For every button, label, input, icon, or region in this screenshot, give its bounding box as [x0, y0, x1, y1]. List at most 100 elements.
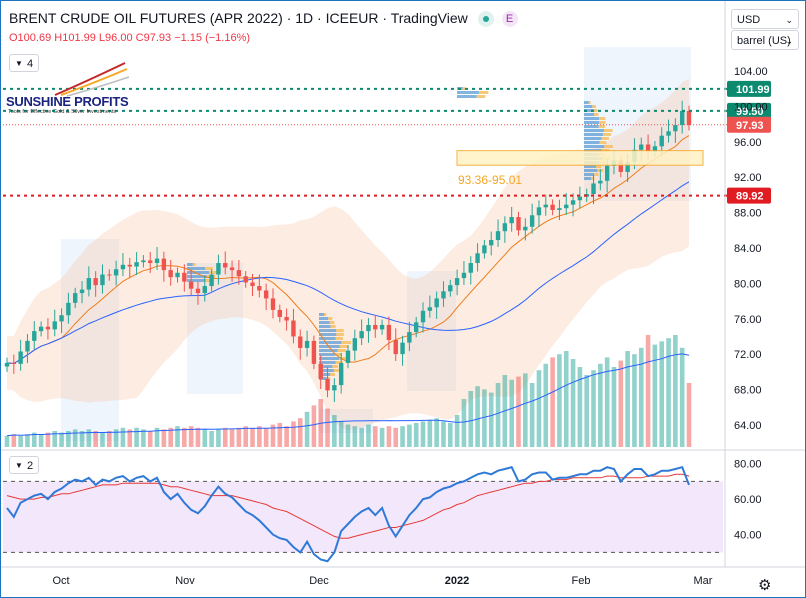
candle-body: [366, 324, 371, 332]
candle: [79, 281, 85, 304]
volume-bar: [209, 431, 214, 447]
candle-body: [318, 363, 323, 379]
volume-bar: [141, 429, 146, 447]
volume-profile-row: [584, 133, 604, 136]
candle: [154, 246, 160, 270]
volume-bar: [66, 431, 71, 447]
candle-body: [577, 196, 583, 201]
candle: [250, 274, 255, 297]
candle: [134, 252, 139, 276]
volume-profile-row: [339, 345, 349, 348]
candle-body: [659, 135, 664, 147]
volume-bar: [427, 419, 433, 447]
currency-select[interactable]: USD ⌄: [731, 9, 799, 29]
candle: [598, 169, 603, 191]
volume-bar: [679, 347, 685, 447]
candle: [52, 309, 57, 337]
candle: [420, 302, 426, 333]
volume-profile-row: [335, 361, 343, 364]
volume-bar: [638, 347, 644, 447]
unit-select[interactable]: barrel (US) ⌄: [731, 30, 799, 50]
candle: [475, 243, 480, 272]
symbol-title[interactable]: BRENT CRUDE OIL FUTURES (APR 2022) · 1D …: [9, 10, 468, 26]
candle: [407, 321, 412, 352]
volume-profile-row: [601, 137, 610, 140]
volume-profile-row: [584, 141, 600, 144]
volume-bar: [441, 421, 446, 447]
rsi-indicators-toggle[interactable]: ▼ 2: [9, 456, 39, 474]
candle: [311, 335, 317, 370]
candle: [502, 216, 508, 243]
volatility-envelope: [7, 78, 689, 430]
candle-body: [461, 272, 467, 279]
candle-body: [686, 110, 692, 126]
candle: [543, 194, 548, 216]
volume-bar: [52, 431, 58, 447]
volume-bar: [45, 432, 51, 447]
volume-profile-row: [319, 325, 331, 328]
profile-region-1: [187, 263, 243, 394]
candle: [257, 274, 262, 298]
candle-body: [79, 289, 85, 294]
volume-bar: [611, 367, 617, 447]
candle: [359, 319, 364, 346]
candle-body: [529, 215, 535, 227]
price-label-tag: [727, 102, 771, 119]
candle-body: [209, 274, 214, 287]
volume-profile-row: [476, 95, 486, 98]
candle-body: [311, 340, 317, 364]
candle: [223, 251, 228, 275]
candle-body: [604, 165, 610, 181]
market-status-icon[interactable]: [477, 11, 494, 28]
candle-body: [284, 316, 289, 321]
close-value: C97.93: [135, 32, 172, 44]
volume-profile-row: [592, 105, 596, 108]
volume-bar: [516, 376, 521, 447]
candle-body: [352, 338, 358, 351]
volume-profile-row: [594, 113, 599, 116]
candle: [107, 269, 112, 281]
volume-bar: [345, 424, 351, 447]
candle: [338, 352, 344, 394]
volume-profile-row: [319, 365, 333, 368]
chevron-down-icon: ▼: [15, 59, 23, 68]
chevron-down-icon: ▼: [15, 461, 23, 470]
gear-icon[interactable]: ⚙: [758, 577, 772, 594]
volume-bar: [577, 367, 583, 447]
candle-body: [441, 291, 446, 299]
volume-bar: [31, 432, 37, 447]
volume-bar: [645, 335, 651, 447]
candle: [291, 308, 296, 344]
candle-body: [188, 281, 194, 289]
volume-profile-row: [584, 129, 605, 132]
candle: [11, 354, 17, 374]
volume-profile-row: [319, 333, 337, 336]
volume-bar: [557, 354, 562, 447]
candle: [379, 319, 385, 335]
volume-profile-row: [478, 91, 489, 94]
candle-body: [516, 217, 521, 231]
candle: [59, 308, 64, 334]
main-indicators-toggle[interactable]: ▼ 4: [9, 54, 39, 72]
candle-body: [202, 286, 207, 294]
candle-body: [127, 264, 132, 267]
candle-body: [618, 160, 623, 172]
volume-profile-row: [584, 165, 597, 168]
volume-bar: [107, 431, 112, 447]
candle: [148, 251, 153, 274]
earnings-badge[interactable]: E: [501, 11, 518, 28]
volume-bar: [250, 427, 255, 447]
candle: [591, 174, 596, 205]
candle-body: [645, 144, 651, 152]
volume-profile-row: [333, 369, 341, 372]
time-tick-label: Oct: [52, 575, 69, 587]
volume-profile-row: [593, 109, 598, 112]
candle: [414, 316, 419, 338]
volume-profile-row: [326, 377, 331, 380]
candle-body: [66, 302, 71, 316]
candle: [550, 199, 555, 216]
candle: [454, 269, 460, 296]
volume-profile-row: [319, 313, 324, 316]
volume-profile-row: [319, 349, 338, 352]
time-tick-label: Dec: [309, 575, 329, 587]
